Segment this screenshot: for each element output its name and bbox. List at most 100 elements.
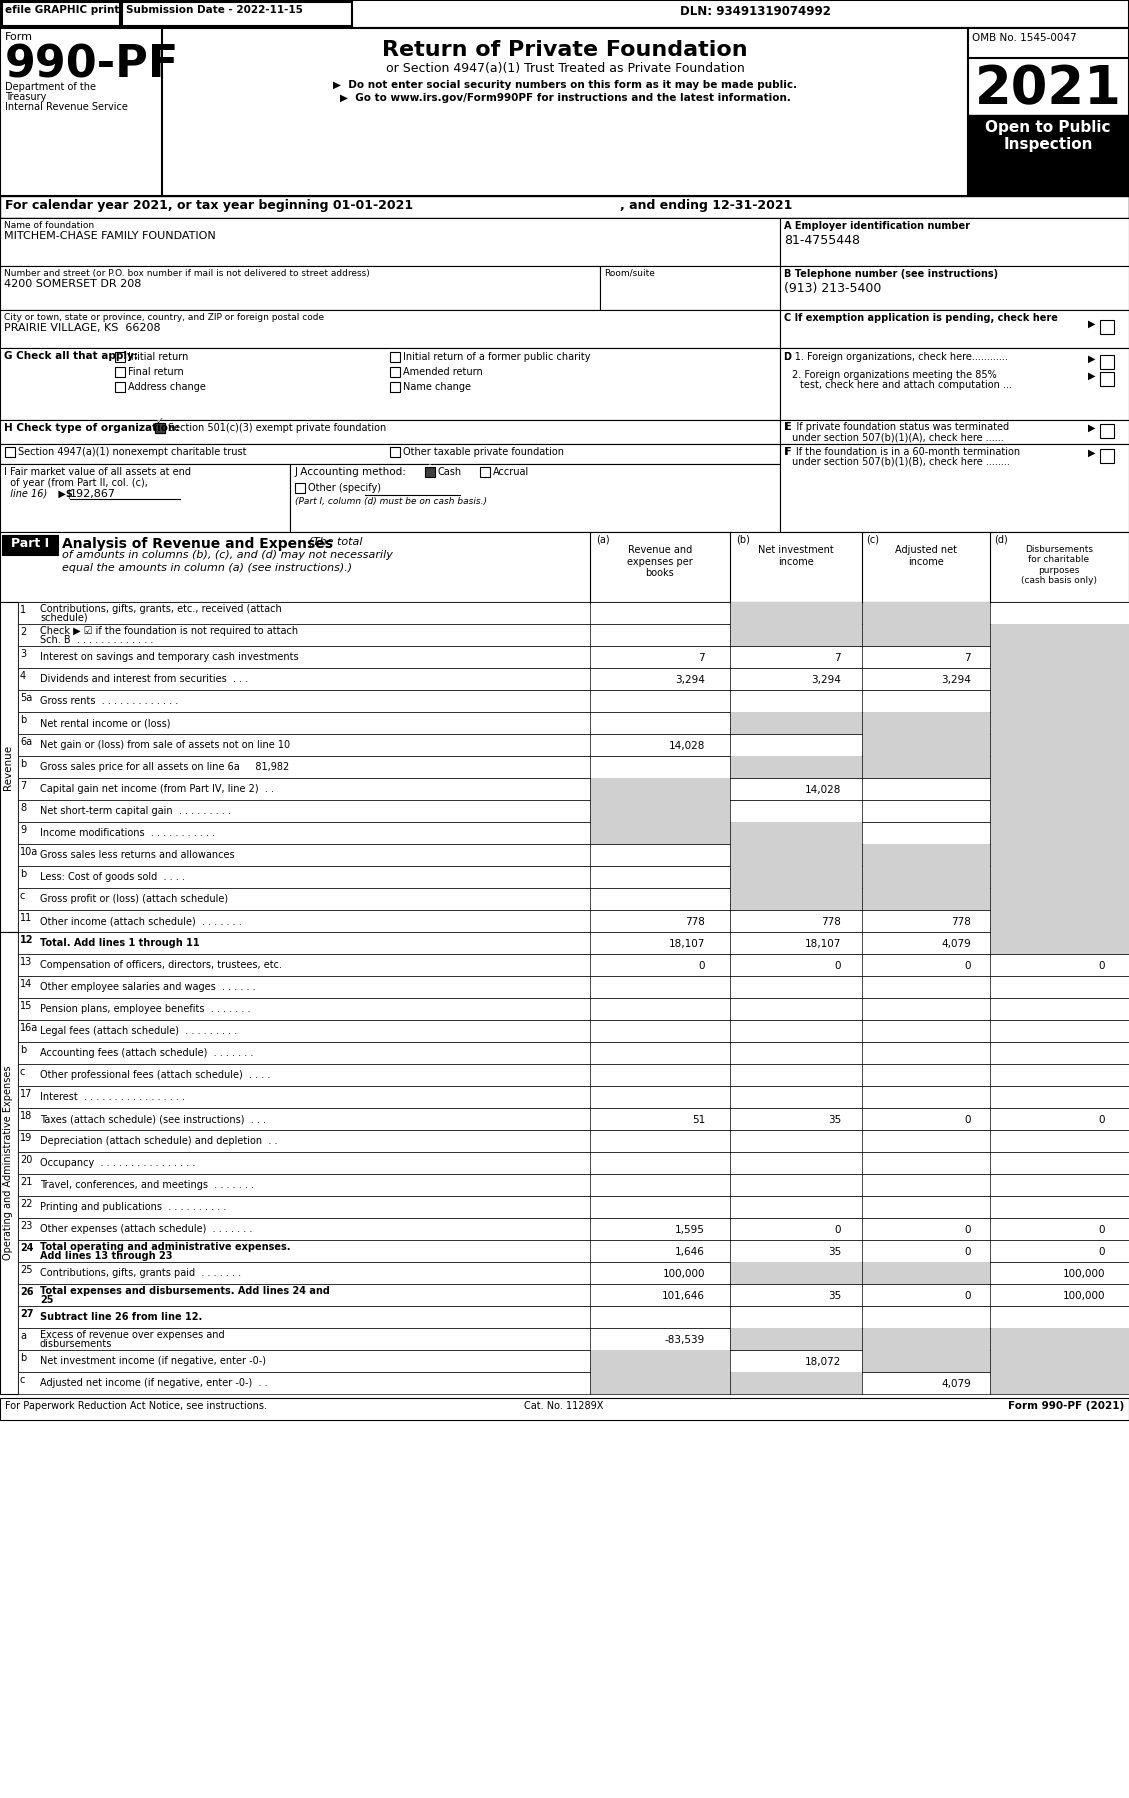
Text: PRAIRIE VILLAGE, KS  66208: PRAIRIE VILLAGE, KS 66208 bbox=[5, 324, 160, 333]
Text: 0: 0 bbox=[699, 960, 704, 971]
Text: of amounts in columns (b), (c), and (d) may not necessarily: of amounts in columns (b), (c), and (d) … bbox=[62, 550, 393, 559]
Bar bbox=[290, 464, 780, 532]
Text: 21: 21 bbox=[20, 1178, 33, 1187]
Bar bbox=[1100, 372, 1114, 387]
Text: under section 507(b)(1)(B), check here ........: under section 507(b)(1)(B), check here .… bbox=[793, 457, 1009, 467]
Text: Number and street (or P.O. box number if mail is not delivered to street address: Number and street (or P.O. box number if… bbox=[5, 270, 370, 279]
Text: Excess of revenue over expenses and: Excess of revenue over expenses and bbox=[40, 1331, 225, 1340]
Text: Interest  . . . . . . . . . . . . . . . . .: Interest . . . . . . . . . . . . . . . .… bbox=[40, 1091, 185, 1102]
Text: 19: 19 bbox=[20, 1133, 33, 1144]
Text: Form: Form bbox=[5, 32, 33, 41]
Text: 100,000: 100,000 bbox=[663, 1269, 704, 1278]
Bar bbox=[990, 888, 1129, 910]
Bar bbox=[0, 218, 780, 266]
Bar bbox=[780, 266, 1129, 309]
Bar bbox=[590, 800, 730, 822]
Bar bbox=[990, 690, 1129, 712]
Bar bbox=[122, 2, 352, 25]
Text: 18,107: 18,107 bbox=[668, 939, 704, 949]
Text: 16a: 16a bbox=[20, 1023, 38, 1034]
Bar bbox=[990, 645, 1129, 669]
Bar bbox=[990, 931, 1129, 955]
Text: 2: 2 bbox=[20, 628, 26, 636]
Text: 35: 35 bbox=[828, 1291, 841, 1302]
Bar bbox=[730, 712, 863, 734]
Bar bbox=[18, 1372, 1129, 1393]
Bar bbox=[990, 1372, 1129, 1393]
Bar bbox=[599, 266, 780, 309]
Bar bbox=[115, 367, 125, 378]
Bar bbox=[425, 467, 435, 476]
Bar bbox=[18, 843, 1129, 867]
Text: 5a: 5a bbox=[20, 692, 33, 703]
Bar bbox=[18, 602, 1129, 624]
Bar bbox=[990, 822, 1129, 843]
Text: Net investment
income: Net investment income bbox=[759, 545, 834, 566]
Text: D: D bbox=[784, 352, 795, 361]
Text: I Fair market value of all assets at end: I Fair market value of all assets at end bbox=[5, 467, 191, 476]
Text: ✓: ✓ bbox=[156, 415, 164, 426]
Text: 4: 4 bbox=[20, 671, 26, 681]
Text: ▶: ▶ bbox=[1088, 318, 1095, 329]
Text: 0: 0 bbox=[964, 1248, 971, 1257]
Text: ✓: ✓ bbox=[426, 460, 434, 469]
Bar bbox=[863, 734, 990, 755]
Text: Income modifications  . . . . . . . . . . .: Income modifications . . . . . . . . . .… bbox=[40, 829, 216, 838]
Text: Total expenses and disbursements. Add lines 24 and: Total expenses and disbursements. Add li… bbox=[40, 1286, 330, 1296]
Text: 26: 26 bbox=[20, 1287, 34, 1296]
Text: 14,028: 14,028 bbox=[668, 741, 704, 752]
Text: (The total: (The total bbox=[305, 538, 362, 547]
Bar bbox=[990, 779, 1129, 800]
Bar bbox=[730, 1262, 863, 1284]
Text: Total operating and administrative expenses.: Total operating and administrative expen… bbox=[40, 1242, 290, 1251]
Text: Dividends and interest from securities  . . .: Dividends and interest from securities .… bbox=[40, 674, 248, 683]
Text: 15: 15 bbox=[20, 1001, 33, 1010]
Bar bbox=[1100, 450, 1114, 464]
Bar bbox=[18, 1153, 1129, 1174]
Bar bbox=[590, 1350, 730, 1372]
Text: For Paperwork Reduction Act Notice, see instructions.: For Paperwork Reduction Act Notice, see … bbox=[5, 1401, 266, 1411]
Text: OMB No. 1545-0047: OMB No. 1545-0047 bbox=[972, 32, 1077, 43]
Text: of year (from Part II, col. (c),: of year (from Part II, col. (c), bbox=[5, 478, 148, 487]
Bar bbox=[863, 1329, 990, 1350]
Text: schedule): schedule) bbox=[40, 613, 88, 622]
Bar bbox=[18, 1043, 1129, 1064]
Bar bbox=[18, 867, 1129, 888]
Text: DLN: 93491319074992: DLN: 93491319074992 bbox=[680, 5, 831, 18]
Bar bbox=[0, 602, 18, 931]
Bar bbox=[18, 888, 1129, 910]
Text: (913) 213-5400: (913) 213-5400 bbox=[784, 282, 882, 295]
Text: 1,646: 1,646 bbox=[675, 1248, 704, 1257]
Text: 0: 0 bbox=[964, 1115, 971, 1126]
Text: Treasury: Treasury bbox=[5, 92, 46, 102]
Text: Other employee salaries and wages  . . . . . .: Other employee salaries and wages . . . … bbox=[40, 982, 255, 992]
Bar bbox=[2, 2, 120, 25]
Text: Legal fees (attach schedule)  . . . . . . . . .: Legal fees (attach schedule) . . . . . .… bbox=[40, 1027, 237, 1036]
Text: 27: 27 bbox=[20, 1309, 34, 1320]
Text: b: b bbox=[20, 1045, 26, 1055]
Text: Other taxable private foundation: Other taxable private foundation bbox=[403, 448, 564, 457]
Text: 3,294: 3,294 bbox=[942, 674, 971, 685]
Text: 18,072: 18,072 bbox=[805, 1357, 841, 1366]
Text: Revenue: Revenue bbox=[3, 744, 14, 789]
Bar bbox=[0, 309, 780, 349]
Bar bbox=[390, 381, 400, 392]
Text: (a): (a) bbox=[596, 536, 610, 545]
Text: under section 507(b)(1)(A), check here ......: under section 507(b)(1)(A), check here .… bbox=[793, 432, 1004, 442]
Bar bbox=[295, 484, 305, 493]
Bar bbox=[0, 1399, 1129, 1420]
Text: 1: 1 bbox=[20, 604, 26, 615]
Text: J Accounting method:: J Accounting method: bbox=[295, 467, 406, 476]
Bar bbox=[390, 367, 400, 378]
Text: 778: 778 bbox=[685, 917, 704, 928]
Bar bbox=[968, 115, 1129, 196]
Text: or Section 4947(a)(1) Trust Treated as Private Foundation: or Section 4947(a)(1) Trust Treated as P… bbox=[386, 61, 744, 76]
Bar bbox=[155, 423, 165, 433]
Bar bbox=[863, 602, 990, 624]
Bar bbox=[18, 976, 1129, 998]
Bar bbox=[990, 1350, 1129, 1372]
Text: 0: 0 bbox=[1099, 960, 1105, 971]
Text: Subtract line 26 from line 12.: Subtract line 26 from line 12. bbox=[40, 1313, 202, 1322]
Text: Other professional fees (attach schedule)  . . . .: Other professional fees (attach schedule… bbox=[40, 1070, 270, 1081]
Text: 20: 20 bbox=[20, 1154, 33, 1165]
